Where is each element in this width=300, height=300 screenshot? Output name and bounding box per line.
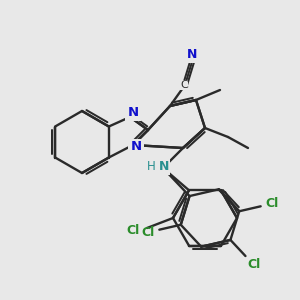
Text: N: N (187, 49, 197, 62)
Text: Cl: Cl (141, 226, 154, 239)
Text: Cl: Cl (266, 197, 279, 210)
Text: N: N (128, 106, 139, 119)
Text: N: N (130, 140, 142, 154)
Text: Cl: Cl (126, 224, 140, 236)
Text: Cl: Cl (247, 258, 260, 271)
Text: C: C (180, 80, 188, 90)
Text: H: H (147, 160, 155, 173)
Text: N: N (159, 160, 169, 173)
